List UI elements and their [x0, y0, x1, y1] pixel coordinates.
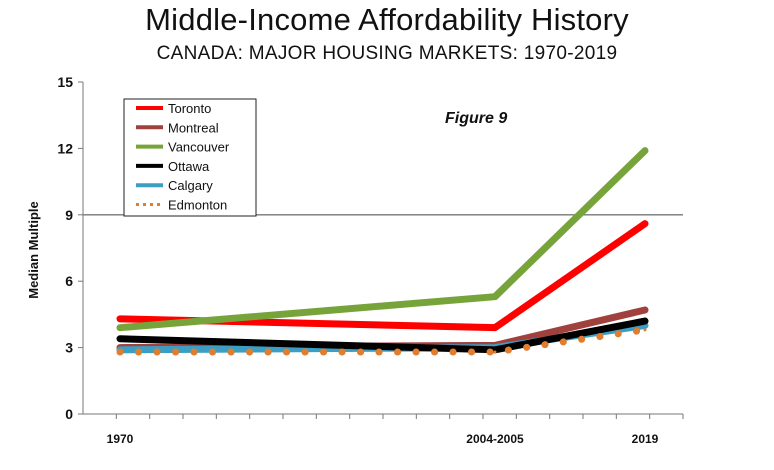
data-point-vancouver — [118, 326, 122, 330]
y-tick-label: 0 — [65, 406, 73, 422]
legend-label-montreal: Montreal — [168, 120, 219, 135]
data-point-vancouver — [643, 149, 647, 153]
legend-label-ottawa: Ottawa — [168, 159, 210, 174]
y-tick-label: 9 — [65, 207, 73, 223]
legend-label-edmonton: Edmonton — [168, 198, 227, 213]
x-tick-labels: 1970 2004-2005 2019 — [107, 432, 659, 446]
legend: Toronto Montreal Vancouver Ottawa Calgary Edm… — [123, 98, 257, 217]
data-point-toronto — [493, 326, 497, 330]
y-tick-label: 3 — [65, 340, 73, 356]
data-point-ottawa — [118, 337, 122, 341]
legend-box — [123, 98, 257, 217]
y-axis-label: Median Multiple — [26, 201, 41, 299]
y-tick-label: 6 — [65, 273, 73, 289]
y-tick-label: 12 — [57, 140, 73, 156]
axes — [78, 81, 684, 419]
legend-label-calgary: Calgary — [168, 178, 213, 193]
data-point-vancouver — [493, 295, 497, 299]
data-point-edmonton — [118, 350, 122, 354]
series-line-toronto — [116, 220, 649, 332]
figure-annotation: Figure 9 — [445, 110, 507, 127]
data-point-edmonton — [493, 350, 497, 354]
y-tick-label: 15 — [57, 74, 73, 90]
y-tick-labels: 0 3 6 9 12 15 — [57, 74, 73, 422]
data-point-ottawa — [493, 348, 497, 352]
data-point-toronto — [643, 222, 647, 226]
chart-subtitle: CANADA: MAJOR HOUSING MARKETS: 1970-2019 — [156, 43, 618, 64]
legend-label-toronto: Toronto — [168, 101, 211, 116]
series-lines — [116, 147, 649, 356]
data-point-edmonton — [643, 328, 647, 332]
x-tick-label: 2004-2005 — [466, 432, 524, 446]
chart-title: Middle-Income Affordability History — [145, 2, 629, 37]
data-point-toronto — [118, 317, 122, 321]
data-point-montreal — [643, 308, 647, 312]
legend-label-vancouver: Vancouver — [168, 140, 230, 155]
x-tick-label: 1970 — [107, 432, 134, 446]
data-point-ottawa — [643, 319, 647, 323]
x-tick-label: 2019 — [632, 432, 659, 446]
